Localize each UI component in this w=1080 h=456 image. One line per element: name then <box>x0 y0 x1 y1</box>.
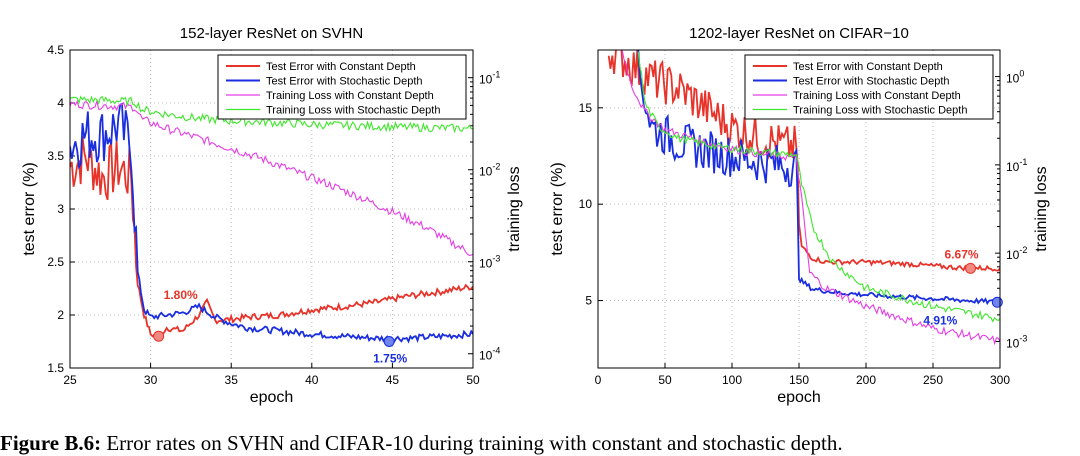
y2-tick-exp: -2 <box>1019 245 1027 255</box>
annotation-label: 4.91% <box>923 313 957 327</box>
y2-tick-label: 10-3 <box>1006 333 1027 350</box>
y2-tick-exp: 0 <box>1019 69 1024 79</box>
figure-caption: Figure B.6: Error rates on SVHN and CIFA… <box>0 431 1080 456</box>
y2-tick-base: 10 <box>1006 160 1020 174</box>
y-tick-label: 2.5 <box>47 255 64 269</box>
legend-entry: Training Loss with Stochastic Depth <box>793 105 967 117</box>
x-tick-label: 100 <box>722 373 742 387</box>
chart-1: 25 30 35 40 45 501.522.533.544.510-410-310-21… <box>21 25 523 406</box>
y-tick-label: 10 <box>579 197 593 211</box>
chart-2: 0 50 100 150 200 250 3005101510-310-210-11006.… <box>549 25 1050 406</box>
legend: Test Error with Constant Depth Test Error… <box>744 54 994 120</box>
y2-tick-exp: -1 <box>492 70 500 80</box>
y-tick-label: 4.5 <box>47 43 64 57</box>
y2-tick-label: 10-3 <box>479 254 500 271</box>
legend-entry: Test Error with Constant Depth <box>793 61 943 73</box>
y2-axis-label: training loss <box>506 166 523 251</box>
legend-entry: Test Error with Constant Depth <box>266 61 416 73</box>
chart-title: 152-layer ResNet on SVHN <box>180 25 363 42</box>
y-tick-label: 5 <box>585 294 592 308</box>
x-tick-label: 50 <box>466 373 480 387</box>
plot-frame <box>597 49 1001 369</box>
series-line <box>70 136 473 338</box>
x-tick-label: 0 <box>595 373 602 387</box>
x-tick-label: 25 <box>63 373 77 387</box>
y-axis-label: test error (%) <box>21 162 38 255</box>
legend-entry: Test Error with Stochastic Depth <box>793 76 950 88</box>
plot-frame <box>69 49 474 369</box>
y-axis-label: test error (%) <box>549 162 566 255</box>
y-tick-label: 2 <box>57 308 64 322</box>
y2-tick-base: 10 <box>479 165 493 179</box>
y2-tick-label: 10-2 <box>479 162 500 179</box>
x-tick-label: 200 <box>856 373 876 387</box>
x-tick-label: 45 <box>386 373 400 387</box>
y2-tick-label: 10-2 <box>1006 245 1027 262</box>
legend-entry: Training Loss with Constant Depth <box>793 90 961 102</box>
y2-tick-exp: -3 <box>1019 333 1027 343</box>
annotation-label: 1.75% <box>373 352 407 366</box>
y2-tick-label: 100 <box>1006 69 1024 86</box>
y2-tick-label: 10-1 <box>1006 157 1027 174</box>
legend-entry: Training Loss with Stochastic Depth <box>266 105 440 117</box>
y-tick-label: 15 <box>579 101 593 115</box>
legend-entry: Test Error with Stochastic Depth <box>266 76 423 88</box>
legend: Test Error with Constant Depth Test Error… <box>217 54 467 120</box>
series-line <box>607 50 1000 272</box>
annotation-label: 1.80% <box>164 288 198 302</box>
series-line <box>621 50 1000 346</box>
y2-tick-exp: -2 <box>492 162 500 172</box>
y2-tick-base: 10 <box>1006 336 1020 350</box>
x-tick-label: 40 <box>305 373 319 387</box>
caption-label: Figure B.6: <box>0 431 102 455</box>
chart-title: 1202-layer ResNet on CIFAR−10 <box>689 25 909 42</box>
y2-tick-base: 10 <box>479 349 493 363</box>
caption-text: Error rates on SVHN and CIFAR-10 during … <box>106 431 843 455</box>
series-line <box>70 102 473 344</box>
x-axis-label: epoch <box>250 389 294 406</box>
y-tick-label: 3 <box>57 202 64 216</box>
annotation-label: 6.67% <box>945 247 979 261</box>
x-tick-label: 250 <box>923 373 943 387</box>
plot-area <box>70 95 473 344</box>
annotation-marker <box>153 330 165 342</box>
series-line <box>637 51 1000 323</box>
y2-tick-exp: -1 <box>1019 157 1027 167</box>
y2-tick-base: 10 <box>479 73 493 87</box>
y2-tick-base: 10 <box>1006 248 1020 262</box>
y-tick-label: 3.5 <box>47 149 64 163</box>
figure: 25 30 35 40 45 501.522.533.544.510-410-310-21… <box>21 25 1050 406</box>
annotation-marker <box>965 262 977 274</box>
series-line <box>70 95 473 134</box>
y2-tick-exp: -4 <box>492 346 500 356</box>
series-line <box>70 98 473 256</box>
y2-tick-label: 10-1 <box>479 70 500 87</box>
x-tick-label: 30 <box>144 373 158 387</box>
legend-entry: Training Loss with Constant Depth <box>266 90 434 102</box>
annotation-marker <box>991 296 1003 308</box>
y2-tick-base: 10 <box>1006 72 1020 86</box>
y2-axis-label: training loss <box>1033 166 1050 251</box>
x-tick-label: 50 <box>658 373 672 387</box>
y-tick-label: 4 <box>57 96 64 110</box>
y2-tick-exp: -3 <box>492 254 500 264</box>
annotation-marker <box>383 336 395 347</box>
x-tick-label: 150 <box>789 373 809 387</box>
x-tick-label: 300 <box>990 373 1010 387</box>
y-tick-label: 1.5 <box>47 361 64 375</box>
plot-area <box>607 50 1000 346</box>
x-tick-label: 35 <box>225 373 239 387</box>
y2-tick-base: 10 <box>479 257 493 271</box>
x-axis-label: epoch <box>777 389 821 406</box>
y2-tick-label: 10-4 <box>479 346 500 363</box>
